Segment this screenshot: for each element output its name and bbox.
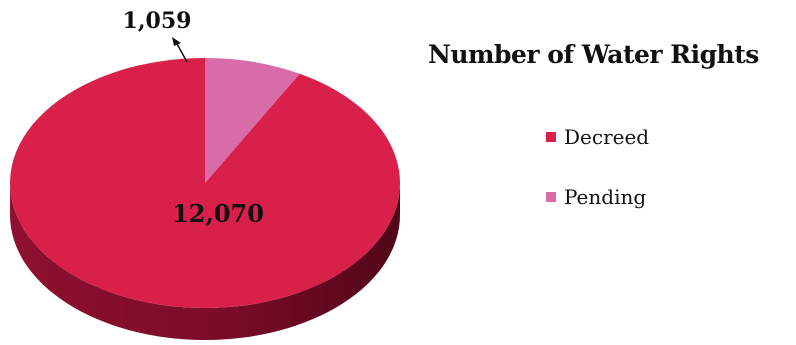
data-label-pending: 1,059 <box>123 8 192 34</box>
pie-side-wall <box>10 183 400 340</box>
chart-title: Number of Water Rights <box>428 40 759 69</box>
leader-arrowhead-pending <box>172 37 181 46</box>
leader-line-pending <box>175 41 188 63</box>
legend-swatch-pending <box>546 192 556 202</box>
pie-side-decreed <box>10 183 400 340</box>
legend-label-pending: Pending <box>564 185 647 209</box>
legend-item-decreed: Decreed <box>546 123 649 151</box>
legend-swatch-decreed <box>546 132 556 142</box>
legend-item-pending: Pending <box>546 183 649 211</box>
legend: Decreed Pending <box>546 123 649 243</box>
data-label-decreed: 12,070 <box>172 199 264 228</box>
pie-data-labels: 12,070 1,059 <box>123 8 264 228</box>
legend-label-decreed: Decreed <box>564 125 650 149</box>
pie-slice-pending <box>205 58 300 183</box>
pie-top <box>10 58 401 308</box>
